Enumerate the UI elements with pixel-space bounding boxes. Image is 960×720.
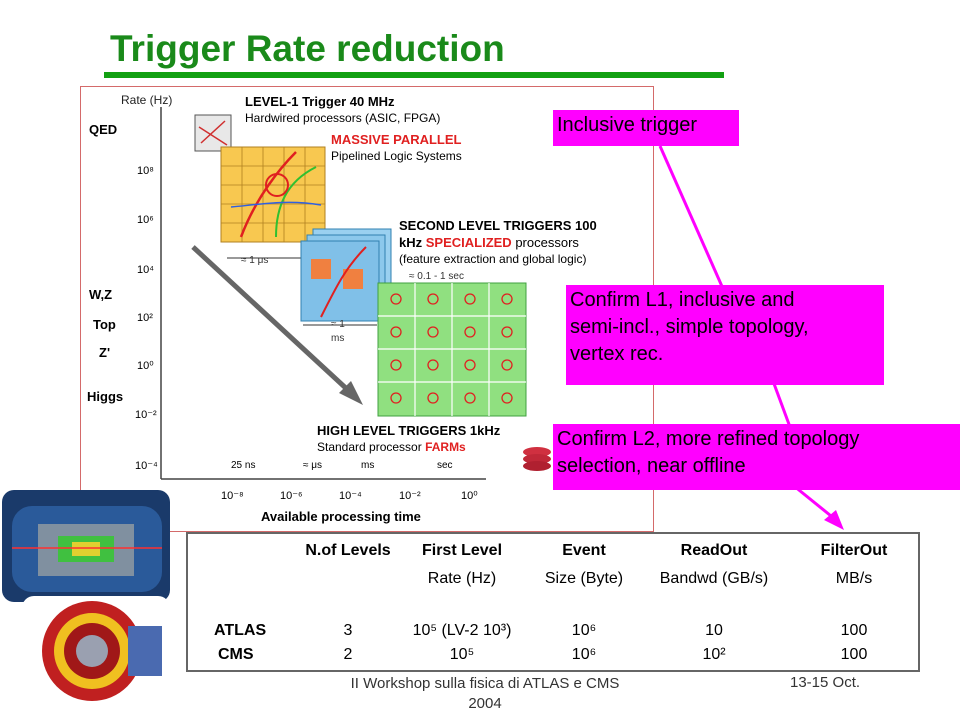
table-row-label: ATLAS <box>214 622 267 639</box>
x-tick: 10⁻² <box>399 490 421 502</box>
table-header: ReadOut <box>680 542 748 559</box>
time-mark: 25 ns <box>231 460 255 471</box>
x-tick: 10⁰ <box>461 490 478 502</box>
l2-time-a: ≈ 1 <box>331 319 345 330</box>
time-mark: ms <box>361 460 374 471</box>
physics-label-top: Top <box>93 317 116 332</box>
x-tick-labels: 10⁻⁸ 10⁻⁶ 10⁻⁴ 10⁻² 10⁰ <box>221 490 478 502</box>
footer-event: II Workshop sulla fisica di ATLAS e CMS … <box>350 675 620 712</box>
time-mark: ≈ μs <box>303 460 322 471</box>
table-cell: 100 <box>840 646 868 663</box>
cms-detector-image <box>22 596 170 706</box>
l2-time: ≈ 0.1 - 1 sec <box>409 271 464 282</box>
table-row-label: CMS <box>218 646 254 663</box>
l2-time-b: ms <box>331 333 344 344</box>
physics-label-zprime: Z' <box>99 345 110 360</box>
callout-level3: Confirm L2, more refined topology select… <box>553 424 960 490</box>
y-tick: 10⁶ <box>137 214 154 226</box>
l2-line2: kHz SPECIALIZED processors <box>399 235 579 250</box>
l2-line3: (feature extraction and global logic) <box>399 252 586 266</box>
table-cell: 3 <box>343 622 353 639</box>
x-axis-label: Available processing time <box>261 509 421 524</box>
l1-line4: Pipelined Logic Systems <box>331 149 462 163</box>
hl-line2: Standard processor FARMs <box>317 440 466 454</box>
callout-level2: Confirm L1, inclusive and semi-incl., si… <box>566 285 884 385</box>
table-subheader: MB/s <box>835 570 873 587</box>
l2-title: SECOND LEVEL TRIGGERS 100 <box>399 218 597 233</box>
table-cell: 10 <box>705 622 723 639</box>
l1-highlight: MASSIVE PARALLEL <box>331 132 462 147</box>
table-cell: 10⁵ <box>449 646 475 663</box>
l1-time: ≈ 1 μs <box>241 255 268 266</box>
table-cell: 10⁶ <box>571 622 597 639</box>
time-mark: sec <box>437 460 453 471</box>
y-tick: 10⁰ <box>137 360 154 372</box>
table-header: N.of Levels <box>305 542 391 559</box>
physics-label-qed: QED <box>89 122 117 137</box>
y-tick: 10⁻² <box>135 409 157 421</box>
table-cell: 10² <box>702 646 726 663</box>
farm-grid <box>377 282 527 417</box>
physics-label-higgs: Higgs <box>87 389 123 404</box>
rate-axis-label: Rate (Hz) <box>121 93 172 107</box>
storage-disk-icon <box>523 447 551 471</box>
l1-line2: Hardwired processors (ASIC, FPGA) <box>245 111 440 125</box>
y-tick: 10⁸ <box>137 165 154 177</box>
x-tick: 10⁻⁶ <box>280 490 303 502</box>
table-subheader: Bandwd (GB/s) <box>659 570 769 587</box>
hl-title: HIGH LEVEL TRIGGERS 1kHz <box>317 423 501 438</box>
table-header: Event <box>562 542 606 559</box>
footer-date: 13-15 Oct. <box>790 674 861 691</box>
physics-label-wz: W,Z <box>89 287 112 302</box>
reduction-arrow <box>191 245 351 393</box>
x-tick: 10⁻⁴ <box>339 490 362 502</box>
level1-grid <box>220 146 326 243</box>
table-subheader: Rate (Hz) <box>427 570 497 587</box>
comparison-table: N.of Levels First Level Event ReadOut Fi… <box>186 532 920 672</box>
callout-inclusive-trigger: Inclusive trigger <box>553 110 739 146</box>
table-cell: 10⁶ <box>571 646 597 663</box>
x-tick: 10⁻⁸ <box>221 490 244 502</box>
table-cell: 10⁵ (LV-2 10³) <box>412 622 512 639</box>
y-tick-labels: 10⁸ 10⁶ 10⁴ 10² 10⁰ 10⁻² 10⁻⁴ <box>135 165 158 472</box>
table-header: FilterOut <box>820 542 888 559</box>
y-tick: 10² <box>137 312 153 324</box>
trigger-diagram: Rate (Hz) QED W,Z Top Z' Higgs 10⁸ 10⁶ 1… <box>87 93 597 524</box>
slide-title: Trigger Rate reduction <box>110 28 505 69</box>
level2-stack <box>300 228 392 322</box>
title-underline <box>104 72 724 78</box>
atlas-detector-image <box>2 490 170 602</box>
l1-title: LEVEL-1 Trigger 40 MHz <box>245 94 395 109</box>
table-subheader: Size (Byte) <box>544 570 624 587</box>
y-tick: 10⁴ <box>137 264 154 276</box>
y-tick: 10⁻⁴ <box>135 460 158 472</box>
table-header: First Level <box>421 542 503 559</box>
table-cell: 2 <box>343 646 353 663</box>
table-cell: 100 <box>840 622 868 639</box>
